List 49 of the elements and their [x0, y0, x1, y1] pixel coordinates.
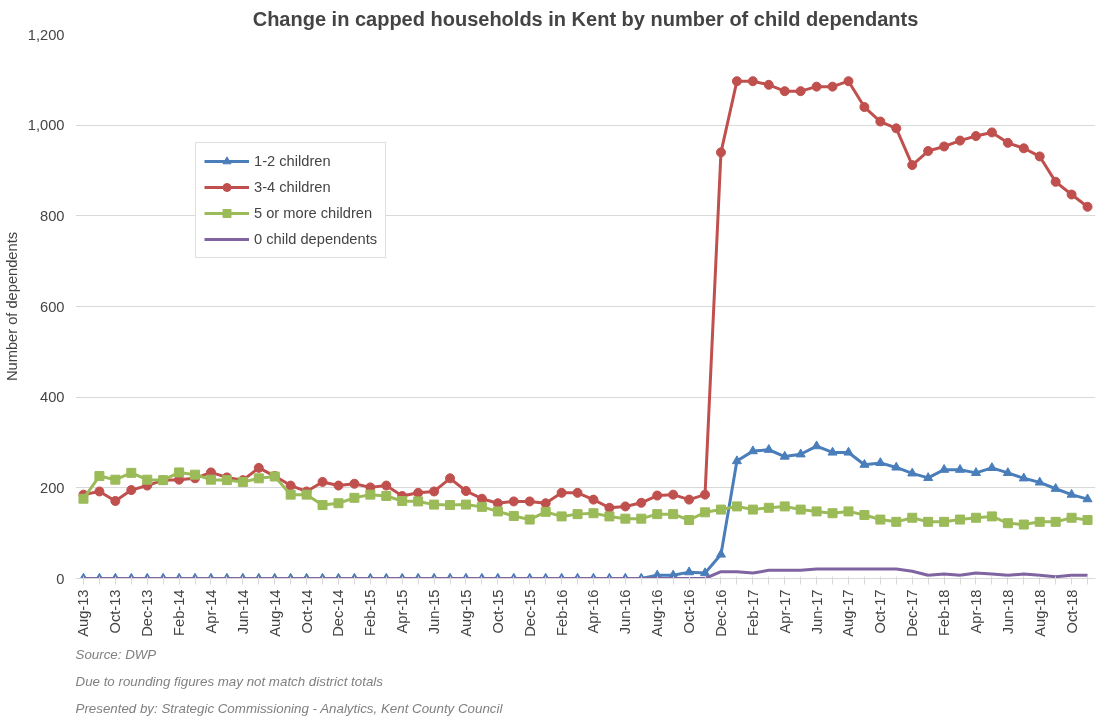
x-tick-label: Dec-14: [330, 589, 347, 637]
line-series: [81, 567, 1090, 579]
y-tick-label: 0: [56, 570, 65, 587]
x-tick-label: Apr-16: [585, 589, 602, 634]
y-tick-label: 1,200: [27, 26, 65, 43]
x-tick-label: Oct-18: [1063, 589, 1080, 634]
x-tick-label: Aug-15: [457, 589, 474, 637]
x-tick-label: Aug-17: [840, 589, 857, 637]
text: Presented by: Strategic Commissioning - Analytics, Kent County Council: [75, 700, 504, 716]
x-tick-label: Oct-15: [489, 589, 506, 634]
x-tick-label: Aug-18: [1031, 589, 1048, 637]
source-note: Source: DWP: [75, 646, 157, 662]
x-tick-label: Feb-14: [171, 589, 188, 636]
x-tick-label: Aug-13: [75, 589, 92, 637]
y-tick-label: 800: [40, 207, 65, 224]
x-tick-label: Apr-18: [967, 589, 984, 634]
x-tick-label: Jun-16: [617, 589, 634, 635]
x-tick-label: Feb-15: [362, 589, 379, 636]
x-tick-label: Jun-17: [808, 589, 825, 635]
x-tick-label: Oct-13: [107, 589, 124, 634]
y-tick-label: 600: [40, 298, 65, 315]
legend-label: 1-2 children: [254, 153, 331, 169]
x-tick-label: Aug-14: [266, 589, 283, 637]
x-tick-label: Apr-17: [776, 589, 793, 634]
text: Due to rounding figures may not match district totals: [75, 673, 384, 689]
x-tick-label: Jun-14: [234, 589, 251, 635]
x-tick-label: Feb-16: [553, 589, 570, 636]
y-tick-label: 400: [40, 389, 65, 406]
x-tick-label: Feb-18: [936, 589, 953, 636]
chart-title: Change in capped households in Kent by number of child dependants: [252, 7, 919, 30]
x-tick-label: Jun-18: [999, 589, 1016, 635]
y-tick-label: 200: [40, 479, 65, 496]
x-tick-label: Dec-15: [521, 589, 538, 637]
legend-label: 0 child dependents: [254, 231, 378, 247]
x-tick-label: Aug-16: [649, 589, 666, 637]
legend-label: 5 or more children: [254, 205, 373, 221]
y-axis-title: Number of dependents: [3, 231, 20, 382]
x-tick-label: Apr-14: [202, 589, 219, 634]
x-tick-label: Jun-15: [426, 589, 443, 635]
x-tick-label: Feb-17: [744, 589, 761, 636]
legend-label: 3-4 children: [254, 179, 331, 195]
x-tick-label: Apr-15: [394, 589, 411, 634]
x-tick-label: Oct-14: [298, 589, 315, 634]
x-tick-label: Dec-17: [904, 589, 921, 637]
x-tick-label: Oct-16: [681, 589, 698, 634]
x-tick-label: Dec-16: [712, 589, 729, 637]
y-tick-label: 1,000: [27, 117, 65, 134]
x-tick-label: Dec-13: [139, 589, 156, 637]
x-tick-label: Oct-17: [872, 589, 889, 634]
